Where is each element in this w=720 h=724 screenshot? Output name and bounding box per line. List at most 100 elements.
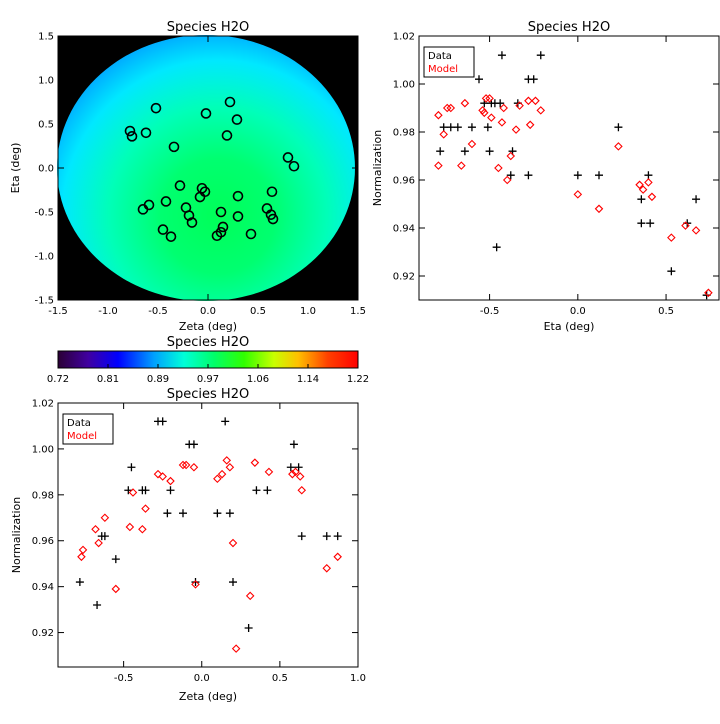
y-tick-label: 0.96 xyxy=(32,536,54,547)
heatmap-point xyxy=(194,191,206,203)
model-point xyxy=(481,94,491,103)
data-point xyxy=(573,171,582,180)
y-tick-label: 1.02 xyxy=(32,399,54,410)
model-point xyxy=(499,103,508,113)
panel-heatmap: Species H2O -1.5 -1.0 -0.5 0.0 0.5 1.0 1.5-1.5… xyxy=(9,20,366,333)
legend-box xyxy=(62,413,114,445)
heatmap-field xyxy=(57,35,355,301)
heatmap-point xyxy=(245,228,257,240)
data-point xyxy=(529,75,538,84)
heatmap-point xyxy=(232,190,244,202)
data-point xyxy=(166,486,175,495)
model-point xyxy=(245,591,255,601)
data-point xyxy=(646,219,655,228)
heatmap-point xyxy=(160,196,172,207)
zeta-scatter-legend: Data Model xyxy=(62,413,114,445)
x-tick-label: -0.5 xyxy=(480,306,500,317)
data-point xyxy=(667,267,676,276)
model-point xyxy=(100,513,110,523)
model-point xyxy=(434,161,443,170)
model-point xyxy=(487,113,496,122)
zeta-scatter-frame xyxy=(57,402,359,668)
eta-scatter-frame xyxy=(418,35,720,301)
eta-scatter-axes: -0.5 0.0 0.5 0.92 0.94 0.96 0.98 1.00 1.02 xyxy=(393,32,719,317)
y-tick-label: -0.5 xyxy=(34,208,54,219)
heatmap-point xyxy=(211,230,223,242)
model-point xyxy=(467,139,477,149)
model-point xyxy=(138,524,147,534)
data-point xyxy=(127,463,136,472)
model-point xyxy=(213,474,222,484)
model-point xyxy=(333,552,342,562)
data-point xyxy=(252,486,261,495)
model-point xyxy=(250,458,260,467)
heatmap-point xyxy=(200,108,212,119)
colorbar-ticks: 0.72 0.81 0.89 0.97 1.06 1.14 1.22 xyxy=(47,364,369,385)
model-point xyxy=(691,226,701,235)
data-point xyxy=(225,509,234,518)
heatmap-point xyxy=(137,204,149,215)
model-point xyxy=(635,180,644,190)
data-point xyxy=(163,509,172,518)
heatmap-point xyxy=(231,114,243,125)
colorbar-tick-label: 1.06 xyxy=(247,374,269,385)
data-point xyxy=(637,195,646,204)
model-point xyxy=(460,98,470,108)
model-point xyxy=(297,485,307,495)
model-point xyxy=(295,472,305,481)
x-tick-label: -1.0 xyxy=(98,306,118,317)
data-point xyxy=(637,219,646,228)
x-tick-label: 1.5 xyxy=(350,306,366,317)
legend-box xyxy=(423,46,475,78)
eta-scatter-points xyxy=(434,51,713,300)
model-point xyxy=(153,469,163,479)
heatmap-point xyxy=(150,102,162,114)
x-tick-label: 0.0 xyxy=(570,306,586,317)
heatmap-point xyxy=(224,96,236,108)
x-tick-label: 0.5 xyxy=(272,673,288,684)
model-point xyxy=(502,175,512,185)
model-point xyxy=(189,463,199,472)
model-point xyxy=(667,233,676,242)
model-point xyxy=(191,580,200,589)
data-point xyxy=(191,578,200,587)
legend-model-label: Model xyxy=(428,64,458,75)
model-point xyxy=(434,110,443,120)
model-point xyxy=(141,504,150,513)
heatmap-point xyxy=(215,206,227,218)
zeta-scatter-axes: -0.5 0.0 0.5 1.0 0.92 0.94 0.96 0.98 1.00 1.02 xyxy=(32,399,366,685)
heatmap-ylabel: Eta (deg) xyxy=(9,143,22,194)
data-point xyxy=(436,147,445,156)
data-point xyxy=(497,51,506,60)
model-point xyxy=(288,469,297,479)
legend-model-label: Model xyxy=(67,431,97,442)
model-point xyxy=(264,467,274,477)
model-point xyxy=(439,130,448,139)
colorbar-title: Species H2O xyxy=(167,335,249,350)
model-point xyxy=(647,192,657,202)
data-point xyxy=(595,171,603,180)
x-tick-label: -0.5 xyxy=(114,673,134,684)
heatmap-point xyxy=(126,131,138,142)
model-point xyxy=(515,101,524,110)
data-point xyxy=(524,171,533,180)
model-point xyxy=(158,472,167,481)
x-tick-label: 0.5 xyxy=(658,306,674,317)
data-point xyxy=(100,532,109,541)
data-point xyxy=(644,171,653,180)
model-point xyxy=(681,221,690,230)
y-tick-label: 0.0 xyxy=(38,164,54,175)
y-tick-label: 1.0 xyxy=(38,76,54,87)
data-point xyxy=(483,123,492,132)
model-point xyxy=(94,538,103,548)
data-point xyxy=(467,123,476,132)
heatmap-point xyxy=(165,231,177,242)
colorbar-tick-label: 0.72 xyxy=(47,374,69,385)
data-point xyxy=(614,123,623,132)
data-point xyxy=(492,243,501,252)
data-point xyxy=(453,123,462,132)
heatmap-points xyxy=(124,96,300,242)
heatmap-point xyxy=(157,224,169,235)
y-tick-label: -1.0 xyxy=(34,252,54,263)
